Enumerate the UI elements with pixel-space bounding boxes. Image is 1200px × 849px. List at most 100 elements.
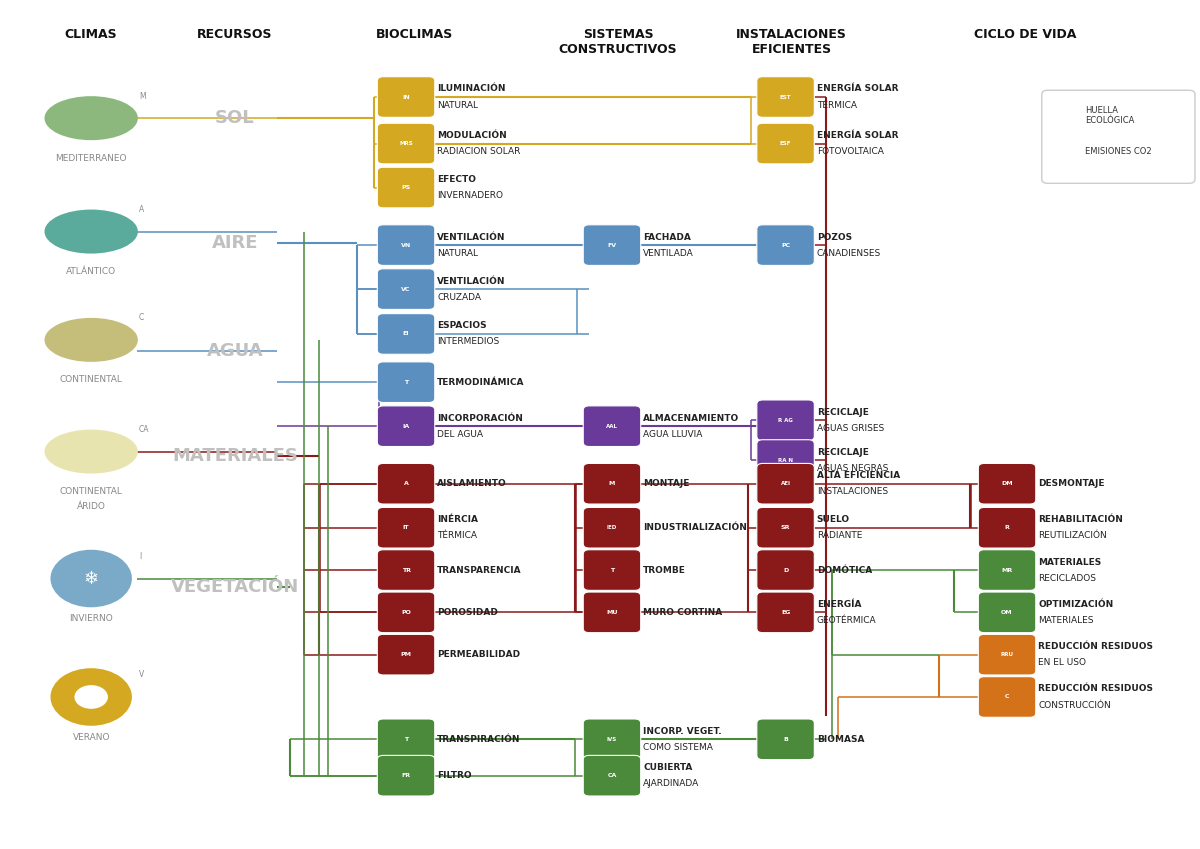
Text: POZOS: POZOS bbox=[817, 233, 852, 242]
FancyBboxPatch shape bbox=[1043, 136, 1086, 166]
Text: VN: VN bbox=[401, 243, 412, 248]
Text: IT: IT bbox=[403, 526, 409, 531]
Text: ATLÁNTICO: ATLÁNTICO bbox=[66, 267, 116, 276]
Text: INCORP. VEGET.: INCORP. VEGET. bbox=[643, 727, 721, 736]
FancyBboxPatch shape bbox=[757, 225, 815, 266]
FancyBboxPatch shape bbox=[377, 269, 434, 309]
Text: AGUA: AGUA bbox=[206, 342, 263, 360]
Text: FACHADA: FACHADA bbox=[643, 233, 691, 242]
Text: CICLO DE VIDA: CICLO DE VIDA bbox=[974, 29, 1076, 42]
Text: OM: OM bbox=[1001, 610, 1013, 615]
Text: REDUCCIÓN RESIDUOS: REDUCCIÓN RESIDUOS bbox=[1038, 684, 1153, 694]
Text: HUELLA
ECOLÓGICA: HUELLA ECOLÓGICA bbox=[1085, 106, 1134, 126]
Text: A: A bbox=[139, 205, 144, 214]
Text: C: C bbox=[139, 313, 144, 323]
FancyBboxPatch shape bbox=[377, 362, 434, 402]
Text: RECICLAJE: RECICLAJE bbox=[817, 408, 869, 417]
Text: EN EL USO: EN EL USO bbox=[1038, 658, 1086, 667]
Text: MONTAJE: MONTAJE bbox=[643, 479, 690, 488]
Text: AAL: AAL bbox=[606, 424, 618, 429]
FancyBboxPatch shape bbox=[757, 508, 815, 548]
Text: M: M bbox=[608, 481, 616, 486]
Text: ENERGÍA SOLAR: ENERGÍA SOLAR bbox=[817, 84, 898, 93]
Text: TÉRMICA: TÉRMICA bbox=[437, 531, 478, 540]
FancyBboxPatch shape bbox=[583, 756, 641, 796]
Text: VENTILACIÓN: VENTILACIÓN bbox=[437, 277, 505, 285]
Text: ALMACENAMIENTO: ALMACENAMIENTO bbox=[643, 413, 739, 423]
FancyBboxPatch shape bbox=[583, 225, 641, 266]
Text: T: T bbox=[610, 567, 614, 572]
Text: REUTILIZACIÓN: REUTILIZACIÓN bbox=[1038, 531, 1106, 540]
Text: DEL AGUA: DEL AGUA bbox=[437, 430, 484, 439]
FancyBboxPatch shape bbox=[583, 719, 641, 760]
FancyBboxPatch shape bbox=[583, 464, 641, 504]
Text: M: M bbox=[139, 92, 145, 101]
Text: DOMÓTICA: DOMÓTICA bbox=[817, 565, 872, 575]
Text: MATERIALES: MATERIALES bbox=[172, 447, 298, 464]
Text: RA N: RA N bbox=[778, 458, 793, 463]
Text: MEDITERRANEO: MEDITERRANEO bbox=[55, 154, 127, 163]
Text: OPTIMIZACIÓN: OPTIMIZACIÓN bbox=[1038, 600, 1114, 609]
Text: FV: FV bbox=[607, 243, 617, 248]
Text: CA: CA bbox=[607, 773, 617, 779]
FancyBboxPatch shape bbox=[757, 123, 815, 164]
Text: COMO SISTEMA: COMO SISTEMA bbox=[643, 743, 713, 752]
Circle shape bbox=[74, 685, 108, 709]
Text: E: E bbox=[1062, 149, 1067, 154]
Text: MR: MR bbox=[1002, 567, 1013, 572]
FancyBboxPatch shape bbox=[757, 76, 815, 117]
FancyBboxPatch shape bbox=[757, 464, 815, 504]
Text: INVERNADERO: INVERNADERO bbox=[437, 191, 503, 200]
Text: ESPACIOS: ESPACIOS bbox=[437, 322, 487, 330]
Text: TÉRMICA: TÉRMICA bbox=[817, 100, 857, 110]
Text: FOTOVOLTAICA: FOTOVOLTAICA bbox=[817, 147, 883, 156]
Text: IED: IED bbox=[607, 526, 617, 531]
Text: SISTEMAS
CONSTRUCTIVOS: SISTEMAS CONSTRUCTIVOS bbox=[559, 29, 677, 57]
Text: EMISIONES CO2: EMISIONES CO2 bbox=[1085, 147, 1152, 155]
Text: PERMEABILIDAD: PERMEABILIDAD bbox=[437, 650, 521, 659]
Text: CLIMAS: CLIMAS bbox=[65, 29, 118, 42]
FancyBboxPatch shape bbox=[978, 464, 1036, 504]
Text: AIRE: AIRE bbox=[211, 233, 258, 251]
Text: ENERGÍA SOLAR: ENERGÍA SOLAR bbox=[817, 131, 898, 140]
FancyBboxPatch shape bbox=[583, 550, 641, 590]
Text: INCORPORACIÓN: INCORPORACIÓN bbox=[437, 413, 523, 423]
Text: INVIERNO: INVIERNO bbox=[70, 614, 113, 623]
Text: INSTALACIONES
EFICIENTES: INSTALACIONES EFICIENTES bbox=[736, 29, 847, 57]
Text: EST: EST bbox=[780, 94, 791, 99]
FancyBboxPatch shape bbox=[377, 634, 434, 675]
FancyBboxPatch shape bbox=[978, 592, 1036, 633]
Text: NATURAL: NATURAL bbox=[437, 249, 478, 257]
Text: ❄: ❄ bbox=[84, 570, 98, 588]
FancyBboxPatch shape bbox=[978, 634, 1036, 675]
Text: D: D bbox=[782, 567, 788, 572]
Text: MU: MU bbox=[606, 610, 618, 615]
Text: AISLAMIENTO: AISLAMIENTO bbox=[437, 479, 506, 488]
Text: CA: CA bbox=[139, 425, 150, 434]
Text: AGUA LLUVIA: AGUA LLUVIA bbox=[643, 430, 702, 439]
Text: CONTINENTAL: CONTINENTAL bbox=[60, 487, 122, 496]
Text: TR: TR bbox=[402, 567, 410, 572]
Text: IN: IN bbox=[402, 94, 410, 99]
Text: EFECTO: EFECTO bbox=[437, 175, 476, 184]
Text: GEOTÉRMICA: GEOTÉRMICA bbox=[817, 616, 876, 625]
Text: IVS: IVS bbox=[607, 737, 617, 742]
Text: PS: PS bbox=[402, 185, 410, 190]
Text: EG: EG bbox=[781, 610, 791, 615]
FancyBboxPatch shape bbox=[757, 592, 815, 633]
FancyBboxPatch shape bbox=[583, 592, 641, 633]
Text: BIOMASA: BIOMASA bbox=[817, 734, 864, 744]
FancyBboxPatch shape bbox=[377, 225, 434, 266]
FancyBboxPatch shape bbox=[377, 756, 434, 796]
Text: RECICLADOS: RECICLADOS bbox=[1038, 574, 1096, 582]
FancyBboxPatch shape bbox=[377, 464, 434, 504]
Text: CRUZADA: CRUZADA bbox=[437, 293, 481, 301]
Text: A: A bbox=[403, 481, 408, 486]
Text: IA: IA bbox=[402, 424, 409, 429]
FancyBboxPatch shape bbox=[377, 406, 434, 447]
Text: AGUAS GRISES: AGUAS GRISES bbox=[817, 424, 884, 433]
Text: T: T bbox=[404, 380, 408, 385]
Text: AEI: AEI bbox=[780, 481, 791, 486]
Text: RADIANTE: RADIANTE bbox=[817, 531, 862, 540]
FancyBboxPatch shape bbox=[583, 406, 641, 447]
